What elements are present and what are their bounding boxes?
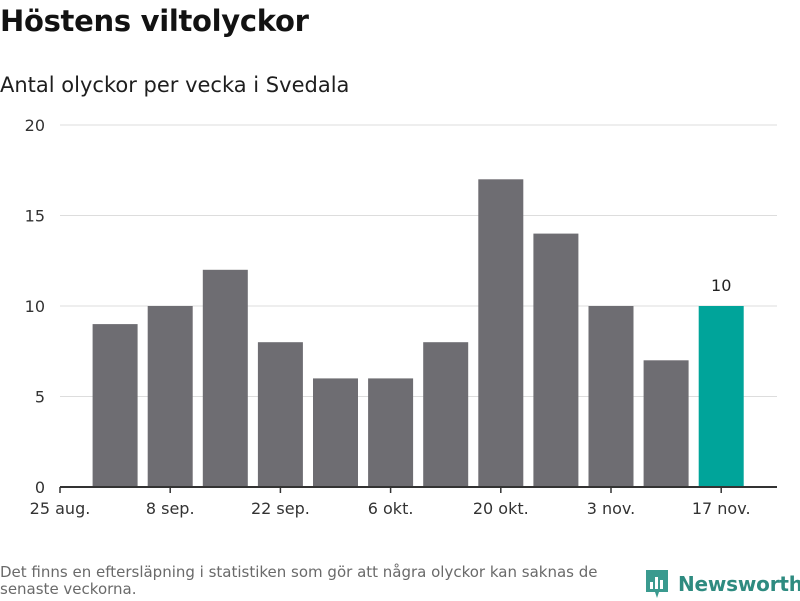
chart-title: Höstens viltolyckor [0,4,309,38]
bar [533,233,579,487]
x-tick-label: 22 sep. [251,499,310,518]
bar-chart: 0 5 10 15 20 10 25 aug. 8 sep. 22 sep. 6 okt. 20 o… [25,116,777,518]
y-tick-label: 0 [35,478,45,497]
bar [478,179,524,488]
bar [643,360,689,487]
footnote: Det finns en eftersläpning i statistiken… [0,563,598,598]
x-tick-label: 20 okt. [473,499,529,518]
brand-name: Newsworthy [678,572,800,596]
y-tick-label: 20 [25,116,45,135]
bar [147,306,193,487]
x-tick-label: 3 nov. [587,499,636,518]
brand-logo: Newsworthy [644,567,800,601]
bar [368,378,414,487]
chart-subtitle: Antal olyckor per vecka i Svedala [0,73,350,97]
bar [257,342,303,487]
bar [313,378,358,487]
x-tick-label: 17 nov. [692,499,751,518]
newsworthy-logo-icon [646,570,668,598]
y-tick-label: 10 [25,297,45,316]
x-tick-label: 6 okt. [368,499,414,518]
bar [202,269,248,487]
bar [92,324,138,487]
x-tick-label: 25 aug. [30,499,91,518]
bar [698,306,744,487]
y-tick-label: 5 [35,388,45,407]
x-tick-label: 8 sep. [146,499,195,518]
y-tick-label: 15 [25,207,45,226]
bar [588,306,634,487]
bar [423,342,469,487]
data-label: 10 [711,276,731,295]
